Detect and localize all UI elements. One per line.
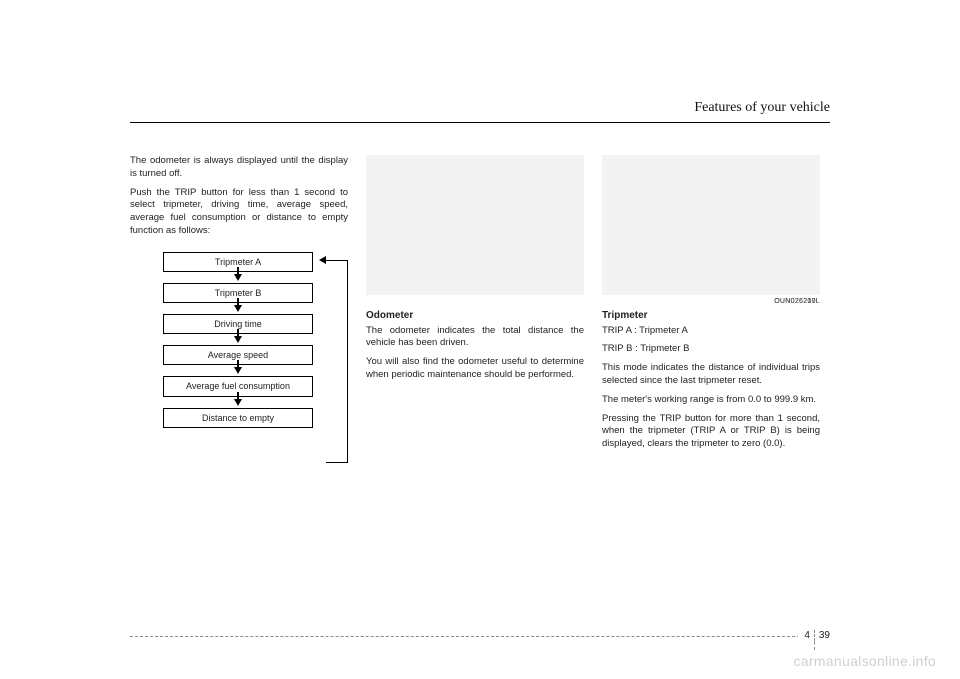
column-2: OUN026207L Odometer The odometer indicat… (366, 155, 584, 457)
column-1: The odometer is always displayed until t… (130, 155, 348, 457)
flow-arrow-icon (234, 367, 242, 374)
col3-heading: Tripmeter (602, 309, 820, 323)
page-number-right: 39 (815, 630, 830, 641)
flow-arrow-icon (234, 336, 242, 343)
col3-p2: TRIP B : Tripmeter B (602, 343, 820, 356)
page-content: Features of your vehicle The odometer is… (130, 100, 830, 580)
col2-p1: The odometer indicates the total distanc… (366, 325, 584, 351)
flow-return-line (347, 260, 348, 462)
image-code-2: OUN026210L (774, 297, 820, 306)
footer: 439 (130, 636, 830, 637)
flow-return-arrow-icon (319, 256, 326, 264)
watermark: carmanualsonline.info (794, 653, 937, 669)
image-placeholder-odometer (366, 155, 584, 295)
col3-p3: This mode indicates the distance of indi… (602, 362, 820, 388)
image-placeholder-tripmeter (602, 155, 820, 295)
flow-return-line-bottom (326, 462, 348, 463)
flow-return-line-top (326, 260, 348, 261)
flowchart: Tripmeter A Tripmeter B Driving time Ave… (138, 252, 338, 428)
flow-arrow-icon (234, 305, 242, 312)
flow-box-6: Distance to empty (163, 408, 313, 428)
col3-p4: The meter's working range is from 0.0 to… (602, 394, 820, 407)
flow-arrow-icon (234, 274, 242, 281)
header-rule (130, 122, 830, 123)
page-number: 439 (798, 630, 830, 641)
col2-p2: You will also find the odometer useful t… (366, 356, 584, 382)
col3-p5: Pressing the TRIP button for more than 1… (602, 413, 820, 451)
footer-rule (130, 636, 820, 637)
col1-p2: Push the TRIP button for less than 1 sec… (130, 187, 348, 238)
columns: The odometer is always displayed until t… (130, 155, 820, 457)
col2-heading: Odometer (366, 309, 584, 323)
column-3: OUN026210L Tripmeter TRIP A : Tripmeter … (602, 155, 820, 457)
col1-p1: The odometer is always displayed until t… (130, 155, 348, 181)
flow-arrow-icon (234, 399, 242, 406)
header: Features of your vehicle (694, 100, 830, 120)
col3-p1: TRIP A : Tripmeter A (602, 325, 820, 338)
page-number-left: 4 (804, 630, 815, 641)
section-title: Features of your vehicle (694, 100, 830, 120)
